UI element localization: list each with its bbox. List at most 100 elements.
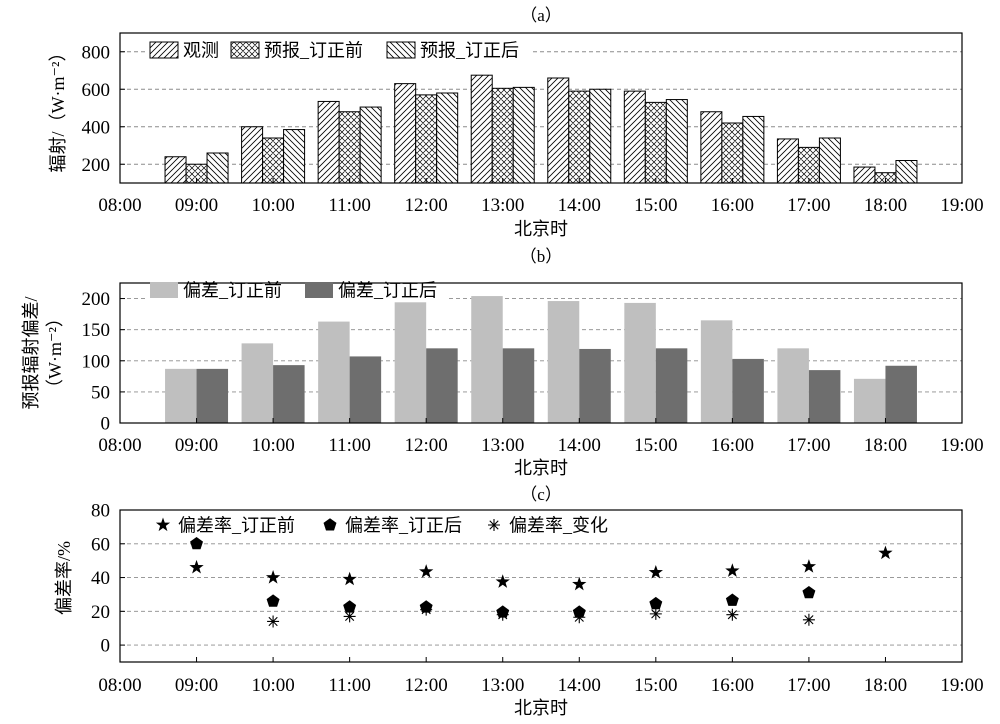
x-tick-label: 19:00 [940,195,983,216]
y-tick-label: 0 [101,414,111,435]
point-c-series2-0900 [190,536,204,550]
bar-b-series1-1700 [777,348,809,423]
bar-a-series1-1600 [700,111,723,184]
y-tick-label: 800 [82,42,111,63]
legend-label: 预报_订正前 [264,41,363,61]
y-axis-label: 辐射/（W·m⁻²） [48,44,68,173]
legend-swatch [230,41,260,59]
legend-swatch [305,282,333,298]
legend-label: 观测 [183,41,219,61]
bar-a-series2-1200 [415,94,438,184]
bar-b-series1-1800 [853,378,886,423]
bar-b-series2-1600 [732,358,764,423]
bar-b-series2-1700 [808,370,841,423]
point-c-series1-0900 [189,559,204,574]
x-tick-label: 17:00 [787,435,830,456]
x-tick-label: 08:00 [98,195,141,216]
point-c-series1-1000 [265,570,281,584]
point-c-series1-1200 [419,564,434,578]
point-c-series1-1300 [495,574,510,588]
bar-a-series3-1800 [895,160,918,184]
y-tick-label: 100 [82,351,111,372]
bar-a-series2-1700 [797,146,820,184]
x-tick-label: 08:00 [98,435,141,456]
x-tick-label: 19:00 [940,435,983,456]
bar-a-series2-1500 [644,101,667,184]
x-tick-label: 10:00 [251,435,294,456]
bar-b-series1-0900 [165,368,197,423]
y-tick-label: 60 [91,534,110,555]
bar-a-series1-1400 [547,77,570,184]
point-c-series1-1800 [878,545,893,560]
point-c-series3-1500 [649,607,662,620]
y-tick-label: 50 [91,382,110,403]
y-tick-label: 400 [82,117,111,138]
x-tick-label: 09:00 [175,435,218,456]
x-tick-label: 14:00 [558,675,601,696]
point-c-series3-1000 [267,615,280,628]
bar-a-series3-1300 [512,86,535,184]
point-c-series3-1400 [573,611,586,624]
bar-a-series1-1100 [317,100,340,184]
legend-entry: 预报_订正后 [386,41,519,61]
y-tick-label: 80 [91,501,110,522]
point-c-series2-1500 [649,596,663,610]
bar-a-series2-1000 [262,137,285,184]
bar-a-series1-1300 [470,74,493,184]
y-axis-label: 预报辐射偏差/ [21,296,41,409]
bar-a-series1-1000 [241,126,264,184]
panel-label: （c） [520,485,562,504]
legend-label: 偏差_订正前 [183,281,282,301]
legend-label: 偏差率_变化 [509,516,608,536]
legend-entry: 预报_订正前 [230,41,363,61]
x-tick-label: 16:00 [711,195,754,216]
y-tick-label: 600 [82,80,111,101]
chart-panel-a: （a） 08:00 09:00 10:00 11:00 12:00 13:00 14:00 15… [48,6,984,239]
bar-a-series3-0900 [206,152,229,184]
x-tick-label: 14:00 [558,435,601,456]
point-c-series3-1300 [496,608,509,621]
y-axis-label: 偏差率/% [54,541,74,615]
bar-b-series2-1500 [655,348,688,423]
x-tick-label: 12:00 [405,675,448,696]
bar-b-series1-1100 [318,321,350,423]
point-c-series3-1200 [420,603,433,616]
x-tick-label: 09:00 [175,195,218,216]
legend-label: 预报_订正后 [420,41,519,61]
x-tick-label: 12:00 [405,195,448,216]
bar-a-series1-0900 [164,156,187,184]
bar-a-series1-1800 [853,166,876,184]
y-tick-label: 40 [91,568,110,589]
x-tick-label: 08:00 [98,675,141,696]
legend-label: 偏差_订正后 [338,281,437,301]
bar-b-series2-1800 [885,365,917,423]
y-tick-label: 150 [82,320,111,341]
point-c-series1-1500 [648,564,663,579]
bar-a-series3-1100 [359,106,382,184]
plot-area [120,510,962,662]
legend-background [146,284,448,300]
y-tick-label: 0 [101,636,111,657]
legend-swatch [150,282,178,298]
bar-b-series2-0900 [196,368,229,423]
legend-entry: 偏差率_变化 [488,516,608,536]
x-tick-label: 10:00 [251,195,294,216]
point-c-series3-1700 [802,613,815,626]
bar-a-series2-1600 [721,122,744,184]
x-tick-label: 15:00 [634,435,677,456]
bar-a-series2-1100 [338,111,361,184]
x-tick-label: 13:00 [481,195,524,216]
x-axis-label: 北京时 [514,698,568,718]
legend: 观测 预报_订正前 预报_订正后 [146,40,530,61]
legend-entry: 偏差率_订正前 [155,516,295,536]
bar-b-series1-1000 [241,343,274,423]
bar-b-series1-1600 [700,320,733,423]
point-c-series3-1100 [343,610,356,623]
bar-b-series2-1100 [349,356,382,423]
y-tick-label: 200 [82,155,111,176]
bar-a-series3-1400 [589,88,612,184]
x-tick-label: 13:00 [481,435,524,456]
bar-a-series3-1600 [742,115,765,184]
x-tick-label: 16:00 [711,435,754,456]
